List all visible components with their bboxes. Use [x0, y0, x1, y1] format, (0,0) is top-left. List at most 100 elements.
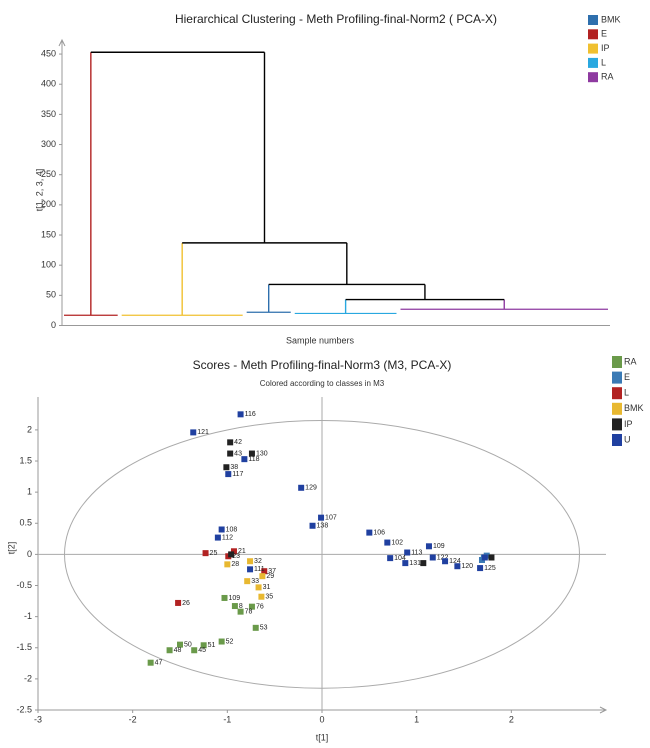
- point-label: 111: [254, 566, 265, 573]
- point-label: 33: [251, 578, 259, 585]
- y-tick-label: 300: [41, 139, 56, 149]
- data-point: [384, 539, 391, 546]
- legend-label: RA: [601, 72, 614, 82]
- point-label: 35: [265, 594, 273, 601]
- y-tick-label: 0.5: [19, 518, 32, 528]
- data-point: [247, 566, 254, 573]
- data-point: [429, 554, 436, 561]
- point-label: 28: [231, 561, 239, 568]
- data-point: [166, 647, 173, 654]
- legend-label: E: [624, 372, 630, 382]
- data-point: [387, 555, 394, 562]
- data-point: [252, 624, 259, 631]
- chart-title: Hierarchical Clustering - Meth Profiling…: [175, 12, 497, 26]
- point-label: 53: [260, 625, 268, 632]
- y-tick-label: 0: [27, 549, 32, 559]
- legend-swatch: [612, 356, 622, 368]
- point-label: 107: [325, 515, 337, 522]
- point-label: 51: [208, 642, 216, 649]
- data-point: [259, 573, 266, 580]
- legend-swatch: [588, 43, 598, 54]
- data-point: [481, 554, 488, 561]
- x-axis-arrow: [599, 706, 608, 714]
- point-label: 29: [266, 573, 274, 580]
- data-point: [247, 558, 254, 565]
- legend-swatch: [612, 434, 622, 446]
- confidence-ellipse: [64, 420, 580, 689]
- data-point: [191, 647, 198, 654]
- y-tick-label: -1: [24, 611, 32, 621]
- legend-label: L: [624, 388, 629, 398]
- data-point: [425, 543, 432, 550]
- point-label: 113: [411, 549, 422, 556]
- y-tick-label: 400: [41, 79, 56, 89]
- data-point: [147, 659, 154, 666]
- point-label: 31: [263, 584, 271, 591]
- x-tick-label: -1: [223, 714, 231, 724]
- data-point: [237, 608, 244, 615]
- legend-label: BMK: [624, 403, 644, 413]
- x-tick-label: 0: [319, 714, 324, 724]
- x-tick-label: -2: [129, 714, 137, 724]
- point-label: 26: [182, 600, 190, 607]
- legend-label: IP: [601, 43, 610, 53]
- y-tick-label: 50: [46, 290, 56, 300]
- point-label: 118: [248, 456, 259, 463]
- y-axis-arrow: [58, 38, 66, 47]
- point-label: 42: [234, 439, 242, 446]
- data-point: [177, 641, 183, 648]
- y-tick-label: -2.5: [16, 704, 32, 714]
- point-label: 23: [232, 553, 240, 560]
- y-tick-label: 0: [51, 320, 56, 330]
- point-label: 108: [226, 526, 238, 533]
- point-label: 52: [226, 638, 234, 645]
- data-point: [402, 560, 409, 567]
- data-point: [244, 578, 251, 585]
- y-tick-label: 100: [41, 260, 56, 270]
- legend-label: L: [601, 57, 606, 67]
- x-axis-label: t[1]: [316, 732, 329, 742]
- data-point: [231, 603, 238, 610]
- legend-swatch: [612, 387, 622, 400]
- data-point: [214, 534, 221, 541]
- data-point: [224, 561, 231, 568]
- data-point: [298, 484, 305, 491]
- y-tick-label: -1.5: [16, 642, 32, 652]
- y-tick-label: 1: [27, 487, 32, 497]
- point-label: 21: [238, 548, 246, 555]
- data-point: [237, 411, 244, 418]
- point-label: 124: [449, 558, 461, 565]
- point-label: 38: [230, 464, 238, 471]
- point-label: 122: [437, 554, 449, 561]
- point-label: 125: [484, 565, 496, 572]
- point-label: 48: [174, 647, 182, 654]
- y-tick-label: -0.5: [16, 580, 32, 590]
- point-label: 121: [197, 429, 209, 436]
- legend-label: RA: [624, 356, 637, 366]
- data-point: [227, 450, 234, 457]
- point-label: 106: [373, 529, 385, 536]
- point-label: 116: [245, 411, 256, 418]
- y-tick-label: 250: [41, 169, 56, 179]
- data-point: [202, 550, 209, 557]
- y-tick-label: 150: [41, 229, 56, 239]
- y-axis-label: t[1, 2, 3, 4]: [34, 169, 44, 212]
- legend-label: E: [601, 29, 607, 39]
- data-point: [225, 471, 232, 478]
- point-label: 109: [228, 595, 240, 602]
- y-tick-label: 450: [41, 48, 56, 58]
- point-label: 109: [433, 543, 445, 550]
- data-point: [318, 514, 325, 521]
- data-point: [223, 464, 230, 471]
- chart-subtitle: Colored according to classes in M3: [260, 379, 385, 388]
- data-point: [190, 429, 197, 436]
- y-tick-label: 200: [41, 199, 56, 209]
- legend-label: IP: [624, 419, 633, 429]
- point-label: 131: [409, 560, 421, 567]
- legend-swatch: [588, 57, 598, 68]
- point-label: 104: [394, 555, 406, 562]
- point-label: 129: [305, 485, 317, 492]
- data-point: [454, 563, 461, 570]
